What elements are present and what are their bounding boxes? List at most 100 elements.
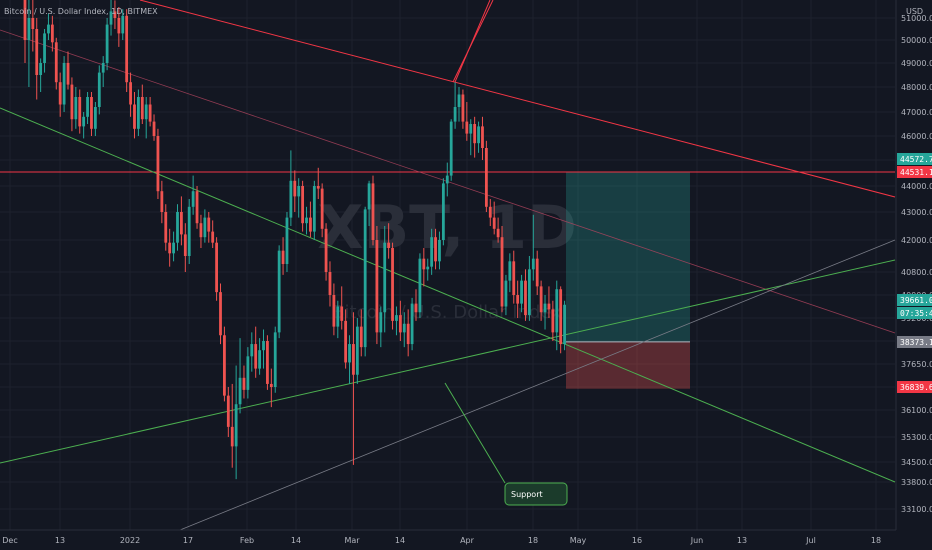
candle-body [336, 306, 340, 327]
candle [136, 89, 140, 136]
candle [445, 162, 449, 197]
price-tick-label: 33100.00 [901, 505, 932, 514]
candle-body [219, 292, 222, 336]
candle [535, 250, 539, 295]
candle-body [496, 228, 500, 238]
candle [160, 180, 164, 224]
annotation-pointer[interactable] [444, 382, 506, 484]
candle [293, 170, 297, 212]
candle [215, 237, 218, 301]
descending-support-line[interactable] [0, 107, 896, 483]
candle [481, 116, 484, 160]
candle-body [457, 94, 461, 107]
candle [520, 274, 523, 313]
candle-body [520, 280, 523, 304]
candle-body [66, 63, 70, 85]
candle [527, 256, 531, 321]
candle-body [242, 377, 246, 390]
candle [469, 119, 473, 156]
ascending-support-line[interactable] [0, 259, 896, 464]
candle-body [293, 180, 297, 197]
candle-body [43, 33, 46, 63]
candle [191, 175, 195, 215]
candle-body [258, 350, 261, 369]
candle [336, 300, 340, 339]
candle-body [39, 63, 43, 75]
candle-body [395, 315, 398, 321]
candle-body [187, 206, 191, 256]
candle [226, 387, 230, 437]
candle [524, 269, 527, 321]
candle [547, 286, 551, 318]
candle-body [504, 280, 508, 307]
candle-body [402, 323, 406, 333]
candle [168, 228, 172, 267]
candle [82, 112, 86, 139]
price-badge-bg [897, 307, 932, 319]
loss-zone[interactable] [566, 341, 690, 389]
candle-body [465, 121, 469, 134]
candle [391, 242, 394, 330]
candle-body [183, 234, 187, 256]
candle [426, 258, 430, 281]
price-tick-label: 48000.00 [901, 83, 932, 92]
candle-body [27, 18, 31, 40]
candle-body [340, 306, 344, 321]
candle-body [473, 124, 477, 144]
annotation-box[interactable] [504, 482, 568, 506]
candle-body [215, 242, 218, 293]
candle-body [543, 303, 547, 313]
candle-body [461, 94, 465, 122]
time-axis[interactable]: Dec 13 2022 17 Feb 14 Mar 14 Apr 18 May 16 Jun 13 Jul 1… [0, 529, 932, 550]
candle [176, 204, 179, 251]
candle [563, 300, 566, 351]
ascending-channel-line[interactable] [179, 239, 896, 531]
candle [379, 306, 383, 348]
candle [344, 309, 348, 369]
candle [340, 286, 344, 330]
candle [387, 223, 391, 259]
price-axis[interactable]: 33100.00 33800.00 34500.00 35300.00 36100.00… [895, 0, 932, 530]
price-tick-label: 49000.00 [901, 59, 932, 68]
candle-body [226, 395, 230, 427]
candle-body [352, 344, 355, 375]
long-position-tool[interactable] [566, 172, 690, 389]
candle [461, 89, 465, 129]
candle-body [133, 104, 136, 129]
candle [54, 37, 58, 90]
candle-body [305, 217, 308, 224]
price-badge-bg [897, 166, 932, 178]
price-axis-bg [896, 0, 932, 530]
candle [367, 180, 371, 226]
candle-body [348, 344, 351, 363]
price-badge: 07:35:40 [897, 307, 932, 319]
candle-body [430, 237, 434, 267]
candle-body [129, 82, 132, 105]
fan-line-2[interactable] [454, 0, 491, 83]
candle-body [367, 183, 371, 210]
candle [207, 212, 211, 243]
candle [559, 286, 563, 354]
candle-body [481, 126, 484, 148]
candle [125, 9, 129, 92]
candle [406, 309, 410, 357]
price-badge-label: 44531.14 [900, 168, 932, 177]
candle [23, 0, 27, 63]
descending-resistance-line[interactable] [139, 0, 896, 198]
candle [35, 18, 39, 100]
candle [312, 180, 316, 240]
time-tick-label: 16 [632, 536, 642, 545]
candle-body [113, 11, 117, 18]
candle [555, 280, 559, 351]
candle-body [512, 261, 516, 295]
candle [410, 297, 414, 351]
price-badge: 44531.14 [897, 166, 932, 178]
candle [500, 226, 504, 313]
candle-body [445, 175, 449, 184]
candle-body [54, 42, 58, 83]
candle [187, 199, 191, 264]
support-annotation[interactable]: Support [504, 482, 568, 506]
candle [27, 0, 31, 87]
candle [348, 335, 351, 384]
